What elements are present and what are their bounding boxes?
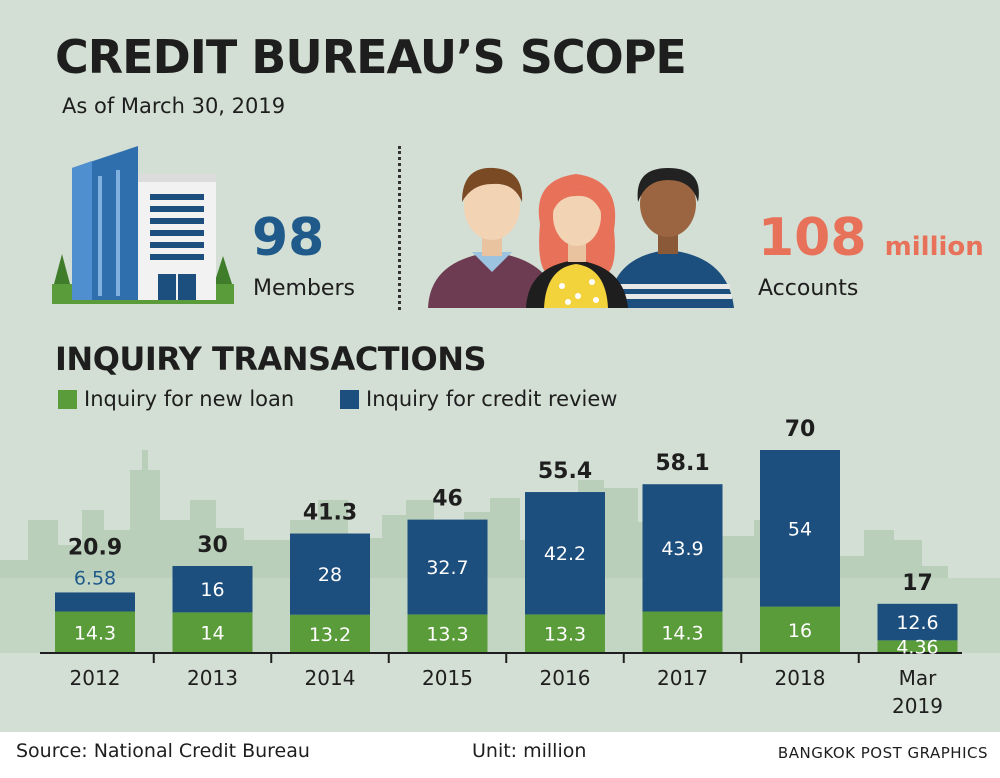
legend-item-credit-review: Inquiry for credit review	[340, 386, 617, 412]
bar-credit-review-3	[407, 519, 488, 615]
data-label-credit-review-5: 43.9	[661, 538, 703, 560]
data-label-credit-review-2: 28	[318, 564, 342, 586]
x-tick-label-2: 2014	[305, 666, 356, 690]
bar-new-loan-7	[877, 640, 958, 653]
data-label-credit-review-3: 32.7	[426, 557, 468, 579]
data-label-total-5: 58.1	[655, 451, 709, 476]
bar-new-loan-3	[407, 614, 488, 653]
bar-credit-review-6	[760, 450, 840, 607]
accounts-unit: million	[884, 232, 984, 262]
x-tick-label-6: 2018	[775, 666, 826, 690]
skyline-background	[0, 450, 1000, 653]
bar-new-loan-0	[55, 611, 135, 653]
data-label-new-loan-2: 13.2	[309, 624, 351, 646]
x-tick-label-0: 2012	[70, 666, 121, 690]
data-label-credit-review-0: 6.58	[74, 567, 116, 589]
bar-credit-review-5	[642, 484, 723, 612]
data-label-total-7: 17	[902, 571, 933, 596]
bar-new-loan-4	[525, 614, 605, 653]
data-label-total-0: 20.9	[68, 535, 122, 560]
bar-credit-review-2	[290, 533, 370, 615]
bar-new-loan-2	[290, 614, 370, 653]
unit-note: Unit: million	[472, 740, 587, 762]
section-title: INQUIRY TRANSACTIONS	[55, 340, 487, 378]
data-label-total-3: 46	[432, 487, 463, 512]
accounts-label: Accounts	[758, 276, 859, 301]
bar-new-loan-6	[760, 606, 840, 653]
legend-item-new-loan: Inquiry for new loan	[58, 386, 294, 412]
x-tick-label-1: 2013	[187, 666, 238, 690]
data-label-total-6: 70	[785, 417, 816, 442]
bar-new-loan-1	[172, 612, 253, 653]
data-label-new-loan-0: 14.3	[74, 622, 116, 644]
x-tick-label-5: 2017	[657, 666, 708, 690]
data-label-new-loan-3: 13.3	[426, 624, 468, 646]
accounts-count: 108 million	[758, 208, 984, 268]
x-tick-label-7: Mar 2019	[892, 666, 943, 718]
data-label-total-4: 55.4	[538, 459, 592, 484]
bar-credit-review-4	[525, 492, 605, 615]
data-label-credit-review-1: 16	[200, 579, 224, 601]
people-group-icon	[428, 167, 734, 308]
data-label-new-loan-5: 14.3	[661, 622, 703, 644]
data-label-credit-review-6: 54	[788, 518, 812, 540]
labels-group: 14.3 6.58 20.9 2012 14 16 30 2013 13.2 28 41.3 2014…	[68, 417, 943, 718]
legend-label-credit-review: Inquiry for credit review	[366, 387, 618, 411]
legend-swatch-new-loan	[58, 389, 77, 409]
members-count: 98	[252, 208, 325, 268]
x-tick-label-3: 2015	[422, 666, 473, 690]
data-label-new-loan-4: 13.3	[544, 624, 586, 646]
divider-line	[398, 146, 401, 310]
data-label-total-1: 30	[197, 533, 228, 558]
bar-credit-review-1	[172, 566, 253, 613]
source-note: Source: National Credit Bureau	[16, 740, 310, 762]
data-label-credit-review-7: 12.6	[896, 612, 938, 634]
legend-label-new-loan: Inquiry for new loan	[84, 387, 295, 411]
office-building-icon	[52, 146, 234, 304]
x-ticks-group	[152, 653, 860, 663]
members-label: Members	[253, 276, 355, 301]
page-title: CREDIT BUREAU’S SCOPE	[55, 30, 687, 84]
legend-swatch-credit-review	[340, 389, 359, 409]
bar-new-loan-5	[642, 611, 723, 653]
chart-area: 14.3 6.58 20.9 2012 14 16 30 2013 13.2 28 41.3 2014…	[0, 417, 1000, 718]
skyline-ground	[0, 578, 1000, 653]
accounts-value: 108	[758, 208, 867, 268]
data-label-new-loan-7: 4.36	[896, 637, 938, 659]
data-label-new-loan-1: 14	[200, 623, 224, 645]
bar-credit-review-7	[877, 603, 958, 641]
x-tick-label-4: 2016	[540, 666, 591, 690]
bars-group	[55, 450, 958, 653]
bar-credit-review-0	[55, 592, 135, 612]
skyline-building-6	[142, 450, 148, 653]
data-label-credit-review-4: 42.2	[544, 543, 586, 565]
data-label-total-2: 41.3	[303, 501, 357, 526]
graphics-credit: BANGKOK POST GRAPHICS	[777, 744, 988, 762]
page-subtitle: As of March 30, 2019	[62, 94, 286, 118]
data-label-new-loan-6: 16	[788, 620, 812, 642]
